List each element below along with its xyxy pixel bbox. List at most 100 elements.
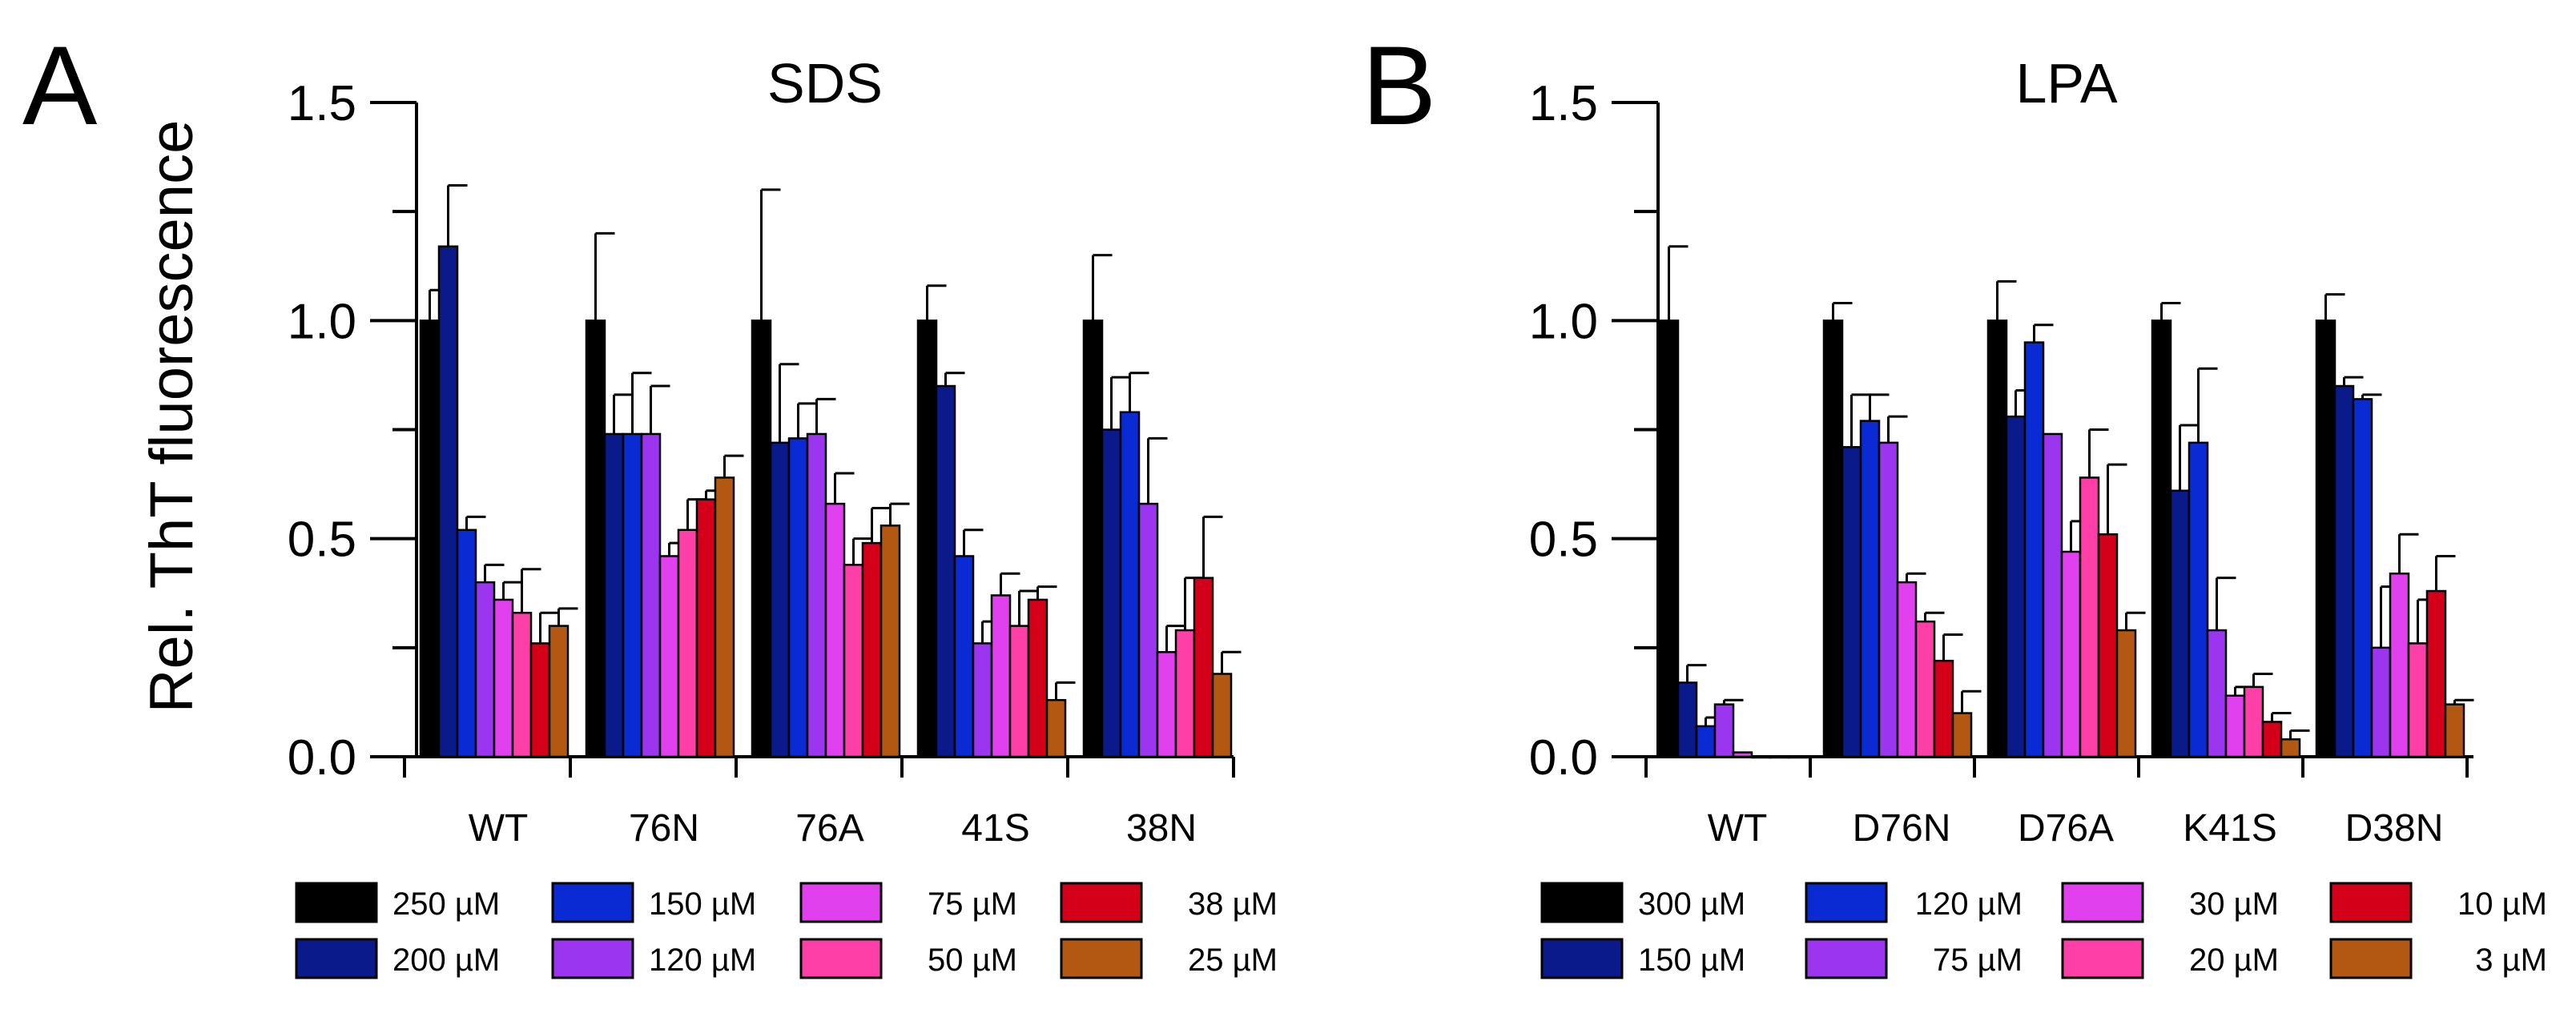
bar-76a-75-m <box>824 502 846 758</box>
legend-label-20-m: 20 µM <box>2189 943 2279 978</box>
legend-label-50-m: 50 µM <box>928 943 1017 978</box>
bar-wt-200-m <box>437 245 459 758</box>
bar-k41s-10-m <box>2261 721 2283 758</box>
bar-k41s-30-m <box>2224 694 2246 758</box>
bar-wt-20-m <box>1750 755 1772 759</box>
bar-wt-250-m <box>419 320 441 758</box>
panel-a-sds: A SDS 0.0 0.5 1.0 1.5 WT 76N 76A 41S 38N 250 µM 200 … <box>22 22 1278 979</box>
x-tick-label-k41s: K41S <box>2183 807 2276 850</box>
bar-d38n-10-m <box>2425 589 2447 758</box>
legend-label-250-m: 250 µM <box>392 886 500 922</box>
y-axis-label: Rel. ThT fluorescence <box>138 120 206 714</box>
bar-76n-50-m <box>677 529 698 758</box>
bar-wt-50-m <box>511 612 533 758</box>
y-tick-label: 0.5 <box>1529 513 1598 568</box>
bar-38n-38-m <box>1193 577 1214 758</box>
legend-swatch-50-m <box>799 938 883 979</box>
bar-41s-50-m <box>1008 625 1030 758</box>
legend-swatch-200-m <box>295 938 378 979</box>
legend-swatch-300-m <box>1540 882 1624 923</box>
legend-label-75-m: 75 µM <box>928 886 1017 922</box>
legend-label-30-m: 30 µM <box>2189 886 2279 922</box>
bar-38n-75-m <box>1156 651 1177 758</box>
bar-41s-75-m <box>990 594 1012 758</box>
legend-label-300-m: 300 µM <box>1638 886 1745 922</box>
bar-d38n-150-m <box>2333 384 2355 758</box>
bar-wt-38-m <box>529 642 551 758</box>
legend-label-25-m: 25 µM <box>1188 943 1278 978</box>
legend-swatch-75-m <box>799 882 883 923</box>
bar-d76a-120-m <box>2023 341 2045 758</box>
bar-d76n-75-m <box>1878 441 1899 758</box>
legend-label-38-m: 38 µM <box>1188 886 1278 922</box>
legend-label-75-m: 75 µM <box>1933 943 2023 978</box>
bar-wt-150-m <box>1676 681 1698 758</box>
bar-d76n-150-m <box>1841 446 1862 758</box>
bar-76n-120-m <box>640 432 662 758</box>
bar-d76n-3-m <box>1951 712 1973 758</box>
bar-76a-150-m <box>787 437 809 758</box>
x-tick-label-d76n: D76N <box>1853 807 1951 850</box>
bar-d76a-75-m <box>2042 432 2063 758</box>
legend-label-200-m: 200 µM <box>392 943 500 978</box>
bar-38n-50-m <box>1174 629 1196 758</box>
bar-d76n-20-m <box>1914 620 1936 758</box>
bar-d38n-300-m <box>2315 320 2337 758</box>
bar-76n-75-m <box>658 555 680 758</box>
legend-swatch-30-m <box>2061 882 2144 923</box>
legend-swatch-38-m <box>1060 882 1143 923</box>
bar-41s-250-m <box>916 320 938 758</box>
legend-label-3-m: 3 µM <box>2475 943 2547 978</box>
legend-swatch-150-m <box>1540 938 1624 979</box>
bar-k41s-120-m <box>2188 441 2209 758</box>
x-tick-label-38n: 38N <box>1126 807 1197 850</box>
bar-41s-200-m <box>935 384 956 758</box>
legend-label-150-m: 150 µM <box>649 886 756 922</box>
bar-wt-25-m <box>548 625 570 758</box>
bar-wt-150-m <box>456 529 477 758</box>
legend-label-120-m: 120 µM <box>1915 886 2023 922</box>
bar-d76n-120-m <box>1859 420 1881 758</box>
x-tick-label-d76a: D76A <box>2018 807 2114 850</box>
bar-k41s-75-m <box>2206 629 2228 758</box>
legend-label-10-m: 10 µM <box>2457 886 2547 922</box>
panel-b-lpa: B LPA 0.0 0.5 1.0 1.5 WT D76N D76A K41S D38N 300 µM… <box>1362 22 2547 979</box>
bar-d76n-30-m <box>1896 581 1918 758</box>
bar-d38n-20-m <box>2407 642 2429 758</box>
bar-d76a-30-m <box>2060 550 2082 758</box>
bar-76a-25-m <box>879 525 901 758</box>
bar-d38n-30-m <box>2389 572 2410 758</box>
bar-76n-38-m <box>695 498 717 758</box>
bar-d76a-300-m <box>1986 320 2008 758</box>
panel-title: LPA <box>2015 52 2117 115</box>
bar-d38n-120-m <box>2352 398 2373 758</box>
legend-label-150-m: 150 µM <box>1638 943 1745 978</box>
bar-76n-200-m <box>603 432 625 758</box>
x-tick-label-wt: WT <box>1708 807 1768 850</box>
bar-76a-200-m <box>769 441 791 758</box>
bar-38n-150-m <box>1119 411 1141 758</box>
bar-d76n-10-m <box>1933 659 1954 758</box>
y-tick-label: 0.0 <box>288 730 356 786</box>
y-tick-label: 0.0 <box>1529 730 1598 786</box>
bar-wt-30-m <box>1732 751 1753 758</box>
legend-swatch-10-m <box>2329 882 2413 923</box>
bar-41s-150-m <box>953 555 975 758</box>
x-tick-label-wt: WT <box>469 807 529 850</box>
bar-d76a-10-m <box>2097 533 2119 758</box>
legend-swatch-250-m <box>295 882 378 923</box>
bar-k41s-20-m <box>2243 685 2264 758</box>
bar-76a-120-m <box>806 432 827 758</box>
bar-76n-25-m <box>714 476 735 758</box>
bar-wt-300-m <box>1658 320 1680 758</box>
legend-swatch-20-m <box>2061 938 2144 979</box>
x-tick-label-d38n: D38N <box>2345 807 2444 850</box>
y-tick-label: 1.0 <box>288 294 356 349</box>
x-tick-label-76n: 76N <box>629 807 699 850</box>
bar-76a-250-m <box>751 320 772 758</box>
bar-wt-3-m <box>1787 755 1809 759</box>
bar-76a-50-m <box>843 564 864 758</box>
bar-k41s-3-m <box>2280 738 2301 758</box>
bar-d76a-20-m <box>2079 476 2100 758</box>
